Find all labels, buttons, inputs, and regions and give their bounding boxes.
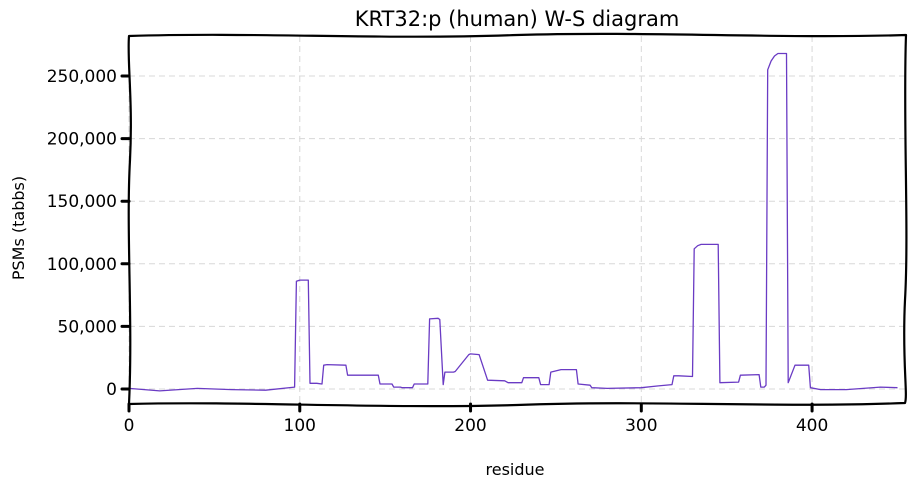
- x-tick-label: 300: [625, 416, 657, 436]
- x-tick-label: 200: [454, 416, 486, 436]
- series-layer: [128, 52, 898, 392]
- x-tick-label: 100: [284, 416, 316, 436]
- series-line: [128, 52, 898, 392]
- y-tick-label: 100,000: [47, 255, 117, 275]
- y-axis-label: PSMs (tabbs): [9, 176, 28, 280]
- y-tick-label: 50,000: [58, 317, 117, 337]
- x-axis: 0 100 200 300 400: [124, 402, 828, 436]
- y-tick-label: 0: [106, 380, 117, 400]
- y-tick-label: 250,000: [47, 67, 117, 87]
- x-tick-label: 400: [796, 416, 828, 436]
- y-axis: 0 50,000 100,000 150,000 200,000 250,000: [47, 67, 131, 400]
- gridlines: [128, 36, 906, 404]
- x-axis-label: residue: [486, 460, 545, 479]
- x-tick-label: 0: [124, 416, 135, 436]
- plot-frame: [127, 32, 908, 408]
- chart-title: KRT32:p (human) W-S diagram: [355, 7, 680, 31]
- y-tick-label: 200,000: [47, 130, 117, 150]
- y-tick-label: 150,000: [47, 192, 117, 212]
